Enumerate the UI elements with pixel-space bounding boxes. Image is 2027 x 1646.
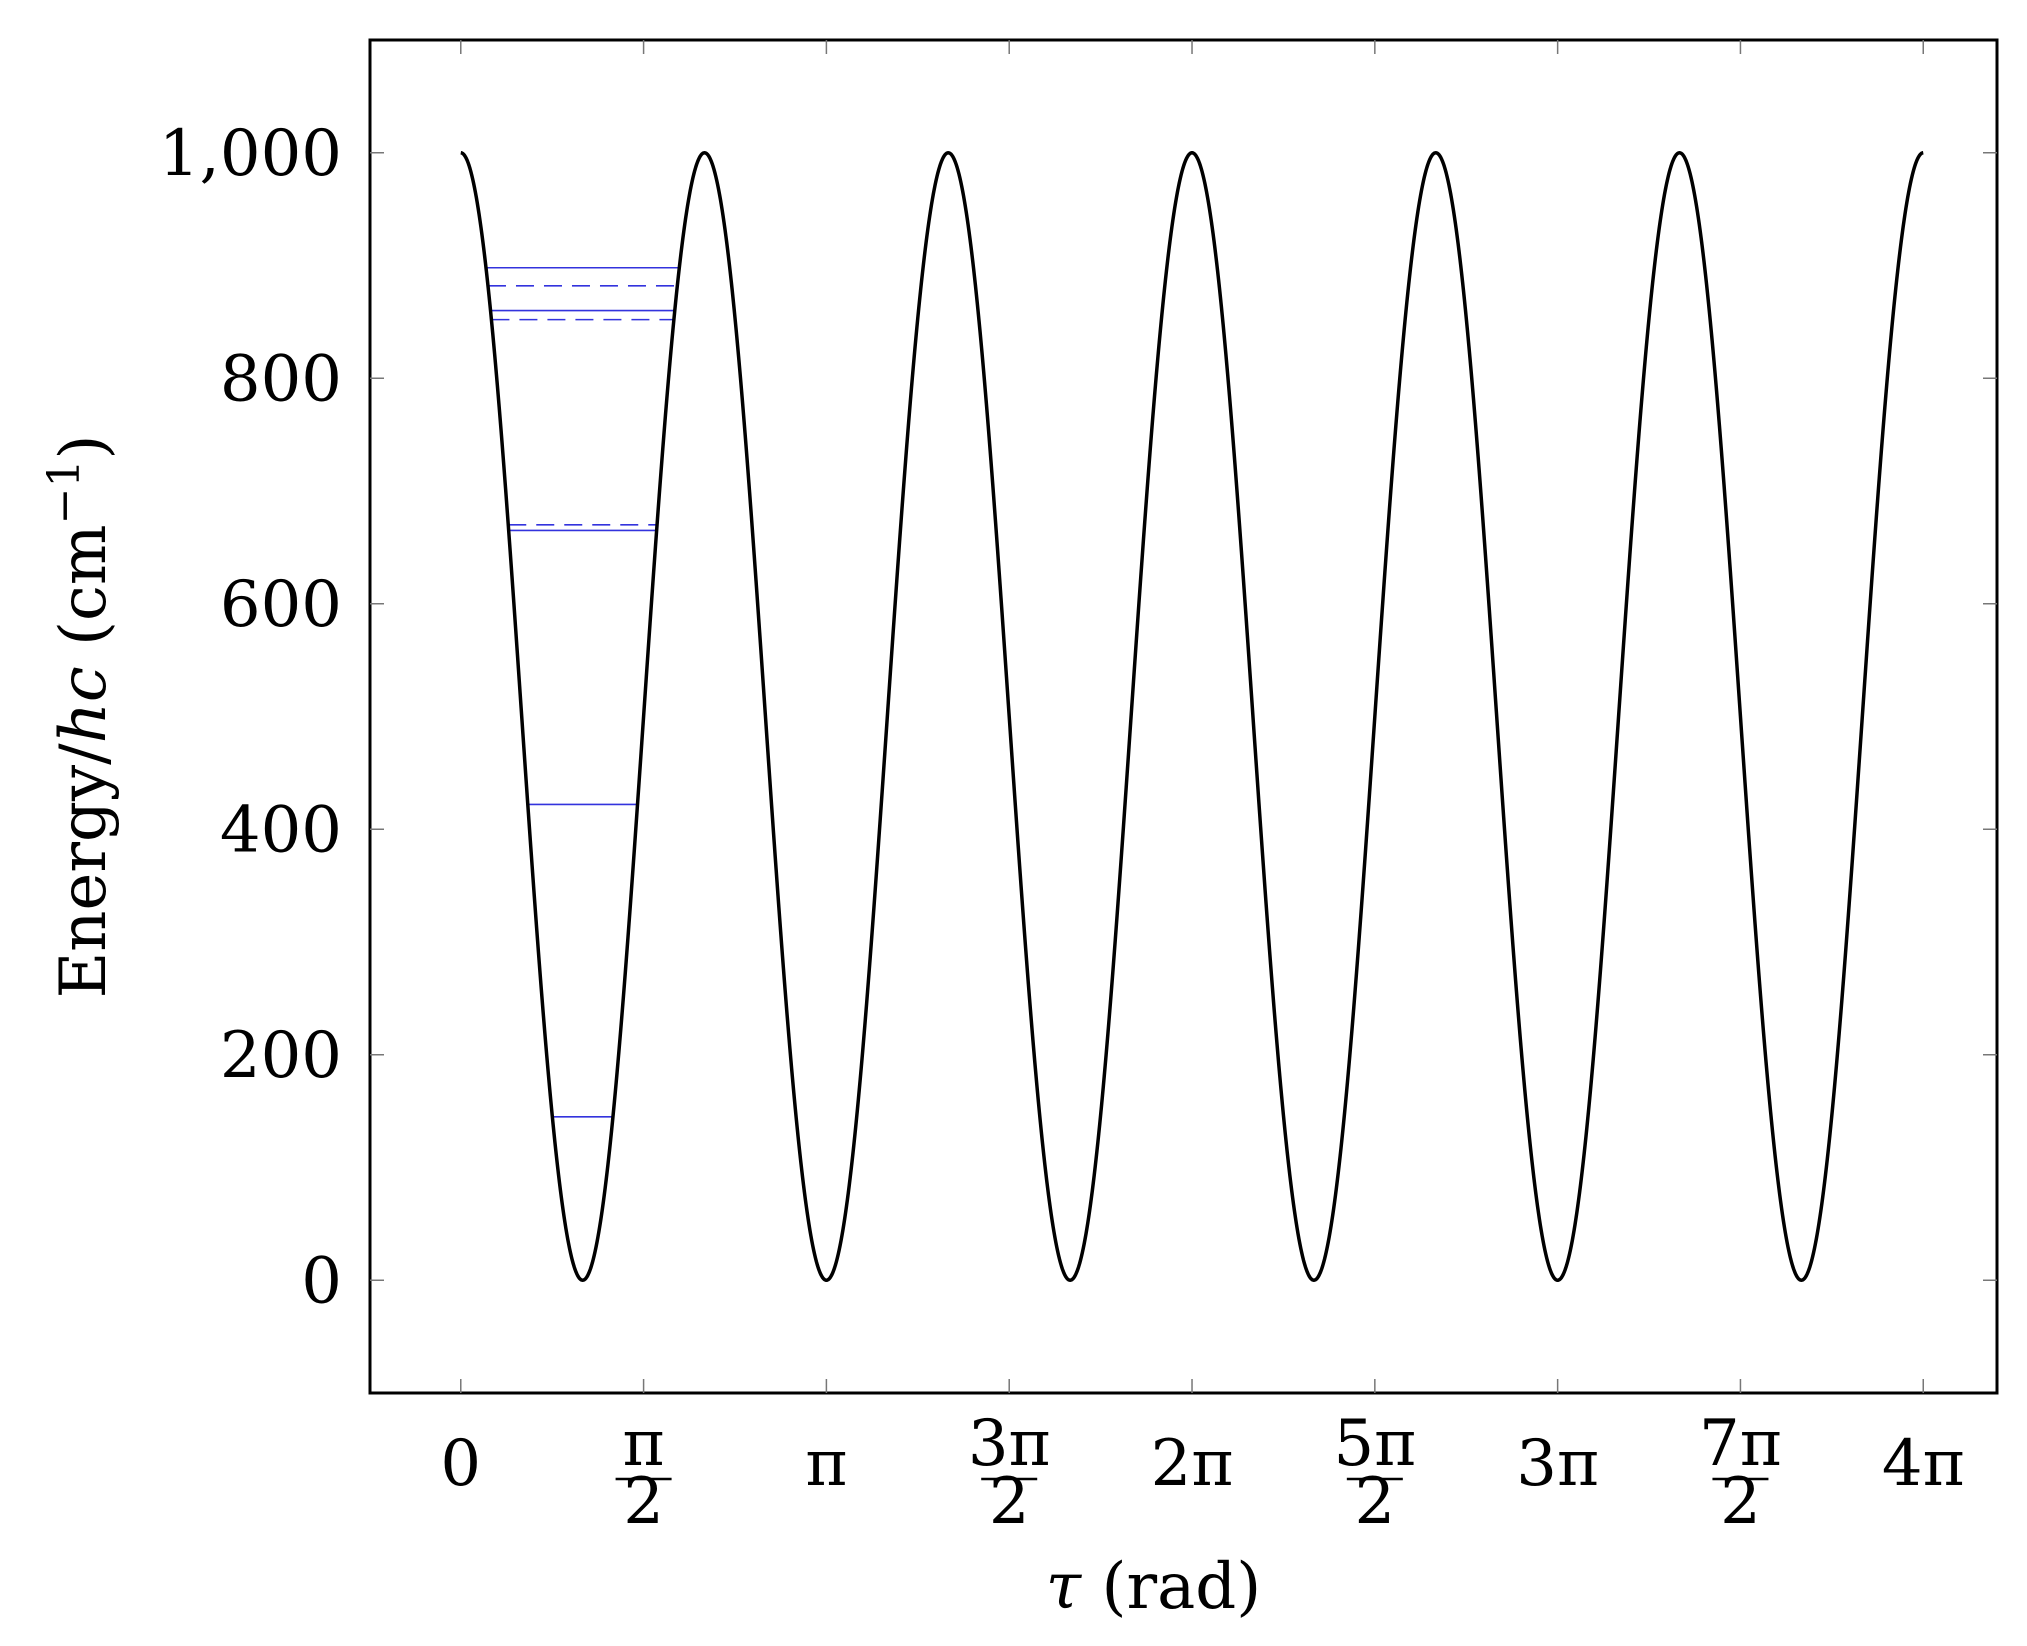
- x-tick-label: 3π: [1516, 1427, 1599, 1501]
- y-tick-label: 800: [220, 342, 342, 416]
- x-tick-label-denominator: 2: [1720, 1465, 1761, 1539]
- x-tick-label-numerator: 7π: [1699, 1407, 1782, 1481]
- y-tick-label: 200: [220, 1019, 342, 1093]
- y-tick-label: 0: [301, 1244, 342, 1318]
- x-tick-label: 2π: [1151, 1427, 1234, 1501]
- x-tick-label-denominator: 2: [989, 1465, 1030, 1539]
- x-tick-label: π: [805, 1427, 847, 1501]
- x-tick-label-numerator: 5π: [1333, 1407, 1416, 1481]
- y-tick-label: 1,000: [159, 117, 342, 191]
- x-tick-label: 4π: [1882, 1427, 1965, 1501]
- y-axis-title: Energy/hc (cm−1): [39, 435, 121, 999]
- plot-frame: [368, 38, 1999, 1395]
- potential-curve: [459, 151, 1925, 1282]
- y-tick-label: 600: [220, 568, 342, 642]
- x-tick-label-numerator: 3π: [968, 1407, 1051, 1481]
- x-axis-title: τ (rad): [1046, 1550, 1261, 1624]
- x-tick-label-numerator: π: [623, 1407, 665, 1481]
- x-tick-label-denominator: 2: [1354, 1465, 1395, 1539]
- x-tick-label-denominator: 2: [623, 1465, 664, 1539]
- x-tick-label: 0: [440, 1427, 481, 1501]
- y-tick-label: 400: [220, 793, 342, 867]
